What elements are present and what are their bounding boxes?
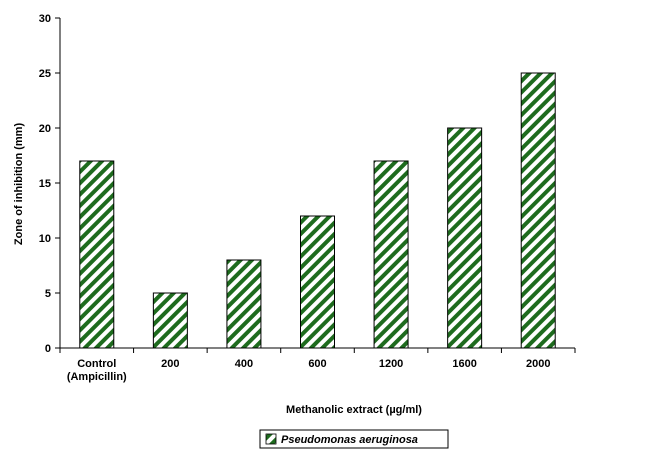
y-axis-title: Zone of inhibition (mm) — [13, 123, 25, 246]
bars-group — [79, 72, 556, 349]
x-tick-label: (Ampicillin) — [67, 371, 127, 383]
y-tick-label: 30 — [39, 13, 51, 25]
bar — [447, 127, 483, 349]
legend-swatch — [265, 433, 277, 445]
x-tick-label: 2000 — [526, 358, 550, 370]
x-tick-label: 200 — [161, 358, 179, 370]
bar — [79, 160, 115, 349]
x-tick-label: 400 — [235, 358, 253, 370]
x-tick-label: 600 — [308, 358, 326, 370]
y-tick-label: 15 — [39, 178, 51, 190]
legend-box — [259, 429, 449, 449]
y-axis: 0 5 10 15 20 25 30 — [39, 13, 61, 355]
y-tick-label: 10 — [39, 233, 51, 245]
y-tick-label: 25 — [39, 68, 51, 80]
bar — [226, 259, 262, 349]
legend-label: Pseudomonas aeruginosa — [281, 434, 418, 446]
bar — [373, 160, 409, 349]
bar — [152, 292, 188, 349]
bar — [300, 215, 335, 349]
x-tick-label: 1600 — [452, 358, 476, 370]
y-tick-label: 0 — [45, 343, 51, 355]
x-tick-label: 1200 — [379, 358, 403, 370]
bar — [520, 72, 556, 349]
legend: Pseudomonas aeruginosa — [259, 429, 449, 449]
x-tick-label: Control — [77, 358, 116, 370]
y-tick-label: 5 — [45, 288, 51, 300]
x-axis-title: Methanolic extract (µg/ml) — [286, 404, 422, 416]
y-tick-label: 20 — [39, 123, 51, 135]
x-axis: Control(Ampicillin) 200 400 600 1200 1600 2000 — [59, 347, 576, 383]
